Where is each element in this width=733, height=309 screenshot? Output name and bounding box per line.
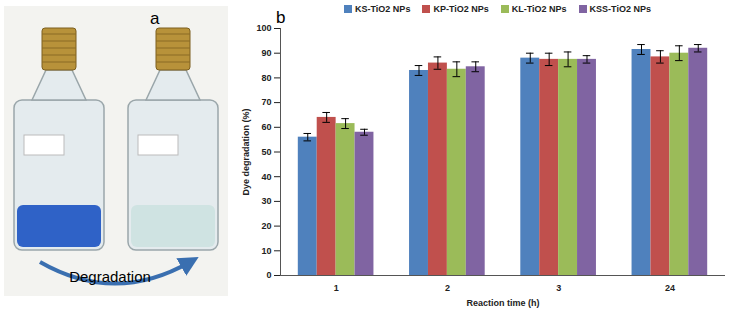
svg-text:1: 1	[334, 283, 339, 293]
svg-text:40: 40	[261, 172, 271, 182]
svg-text:2: 2	[445, 283, 450, 293]
svg-text:80: 80	[261, 73, 271, 83]
svg-text:Degradation: Degradation	[69, 268, 151, 285]
html-text:KL-TiO2 NPs: KL-TiO2 NPs	[511, 4, 567, 14]
svg-text:90: 90	[261, 48, 271, 58]
svg-text:24: 24	[665, 283, 675, 293]
html-text:b: b	[276, 8, 286, 27]
svg-text:100: 100	[256, 23, 271, 33]
svg-text:60: 60	[261, 122, 271, 132]
svg-text:a: a	[150, 9, 160, 28]
html-text:KS-TiO2 NPs: KS-TiO2 NPs	[355, 4, 411, 14]
svg-text:50: 50	[261, 147, 271, 157]
html-text:KP-TiO2 NPs: KP-TiO2 NPs	[433, 4, 489, 14]
svg-text:Dye degradation (%): Dye degradation (%)	[241, 108, 251, 195]
svg-text:10: 10	[261, 246, 271, 256]
svg-text:30: 30	[261, 196, 271, 206]
svg-text:0: 0	[266, 270, 271, 280]
html-text:KSS-TiO2 NPs: KSS-TiO2 NPs	[589, 4, 651, 14]
svg-text:20: 20	[261, 221, 271, 231]
svg-text:3: 3	[556, 283, 561, 293]
svg-text:70: 70	[261, 97, 271, 107]
svg-text:Reaction time (h): Reaction time (h)	[466, 298, 539, 308]
